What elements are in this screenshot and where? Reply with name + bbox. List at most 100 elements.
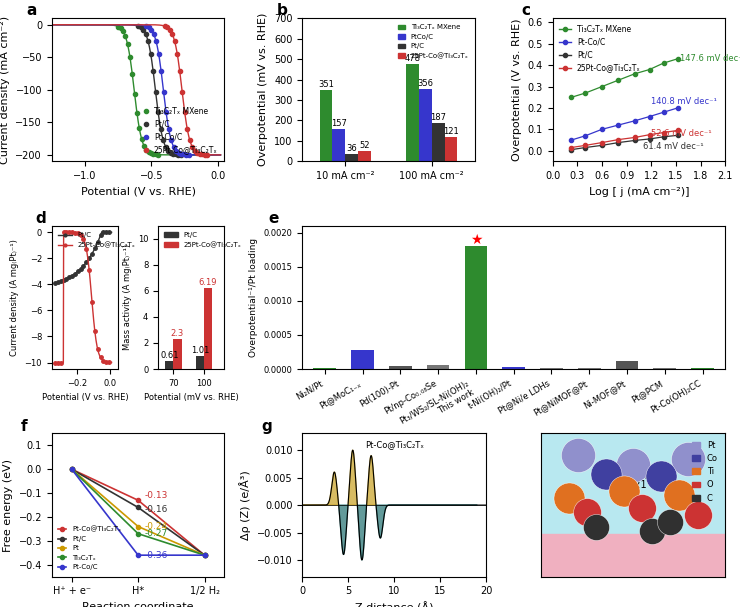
- Pt-Co/C: [157, 67, 166, 75]
- Ti₃C₂Tₓ MXene: [151, 151, 160, 158]
- Ti₃C₂Tₓ MXene: [116, 25, 125, 32]
- 25Pt-Co@Ti₃C₂Tₓ: [170, 38, 179, 45]
- Line: Ti₃C₂Tₓ MXene: Ti₃C₂Tₓ MXene: [116, 24, 160, 157]
- Pt-Co/C: [177, 150, 186, 157]
- Pt/C: [134, 22, 143, 30]
- Pt-Co/C: [181, 151, 190, 158]
- Point: [692, 510, 704, 520]
- 25Pt-Co@Ti₃C₂Tₓ: [203, 151, 212, 158]
- Legend: Pt, Co, Ti, O, C: Pt, Co, Ti, O, C: [688, 438, 721, 506]
- Point: [582, 507, 593, 517]
- Pt-Co/C: [184, 151, 193, 158]
- Pt-Co/C: [166, 136, 175, 143]
- Ti₃C₂Tₓ MXene: [130, 90, 139, 98]
- Bar: [406, 64, 419, 161]
- Line: Pt: Pt: [70, 467, 206, 557]
- Ti₃C₂Tₓ MXene: [118, 27, 127, 35]
- Text: 6.19: 6.19: [199, 278, 218, 287]
- Pt/C: [158, 136, 167, 143]
- 25Pt-Co@Ti₃C₂Tₓ: [192, 149, 201, 156]
- Bar: [427, 365, 449, 369]
- Bar: [346, 154, 358, 161]
- Bar: [389, 366, 411, 369]
- X-axis label: Potential (V vs. RHE): Potential (V vs. RHE): [41, 393, 128, 402]
- Pt-Co/C: [141, 22, 150, 30]
- Text: 147.6 mV dec⁻¹: 147.6 mV dec⁻¹: [680, 54, 740, 63]
- 25Pt-Co@Ti₃C₂Tₓ: [178, 88, 186, 95]
- Bar: [541, 534, 725, 577]
- Text: e: e: [269, 211, 279, 226]
- Pt-Co/C: [164, 125, 173, 132]
- Pt/C: [176, 151, 185, 158]
- Text: ★: ★: [470, 232, 482, 246]
- Point: [628, 460, 639, 470]
- Bar: [540, 368, 563, 369]
- Ti₃C₂Tₓ MXene: [140, 142, 149, 149]
- Y-axis label: Free energy (eV): Free energy (eV): [3, 458, 13, 552]
- Point: [618, 486, 630, 495]
- Legend: Pt/C, 25Pt-Co@Ti₃C₂Tₓ: Pt/C, 25Pt-Co@Ti₃C₂Tₓ: [56, 229, 138, 251]
- Y-axis label: Current density (mA cm⁻²): Current density (mA cm⁻²): [0, 16, 10, 164]
- X-axis label: Reaction coordinate: Reaction coordinate: [82, 602, 194, 607]
- Pt-Co/C: [134, 552, 143, 559]
- Bar: [332, 129, 346, 161]
- Pt/C: [144, 38, 152, 45]
- Point: [572, 450, 584, 459]
- Ti₃C₂Tₓ MXene: [147, 150, 155, 157]
- Pt-Co/C: [200, 552, 209, 559]
- Text: 187: 187: [430, 113, 446, 122]
- Point: [646, 526, 658, 536]
- Text: b: b: [276, 4, 287, 18]
- Ti₃C₂Tₓ: [134, 530, 143, 537]
- X-axis label: Potential (V vs. RHE): Potential (V vs. RHE): [81, 187, 195, 197]
- Pt-Co/C: [67, 466, 76, 473]
- Line: 25Pt-Co@Ti₃C₂Tₓ: 25Pt-Co@Ti₃C₂Tₓ: [163, 24, 209, 157]
- Y-axis label: Overpotential (V vs. RHE): Overpotential (V vs. RHE): [512, 19, 522, 161]
- Pt/C: [138, 26, 147, 33]
- Bar: [431, 123, 445, 161]
- Bar: [419, 89, 431, 161]
- Ti₃C₂Tₓ MXene: [142, 146, 151, 154]
- Pt/C: [67, 466, 76, 473]
- Text: -0.16: -0.16: [145, 505, 168, 514]
- Point: [599, 469, 611, 478]
- Point: [655, 472, 667, 481]
- Bar: [196, 356, 204, 369]
- Pt-Co@Ti₃C₂Tₓ: [134, 497, 143, 504]
- 25Pt-Co@Ti₃C₂Tₓ: [168, 30, 177, 38]
- 25Pt-Co@Ti₃C₂Tₓ: [188, 143, 197, 151]
- Y-axis label: Mass activity (A mg₍Pt₎⁻¹): Mass activity (A mg₍Pt₎⁻¹): [124, 245, 132, 350]
- Point: [664, 517, 676, 527]
- Bar: [445, 137, 457, 161]
- Bar: [653, 368, 676, 369]
- Text: -0.24: -0.24: [145, 522, 168, 531]
- Line: Pt-Co/C: Pt-Co/C: [144, 24, 191, 157]
- Bar: [314, 368, 336, 369]
- Pt/C: [171, 151, 180, 158]
- X-axis label: Z distance (Å): Z distance (Å): [355, 602, 434, 607]
- Line: Pt-Co@Ti₃C₂Tₓ: Pt-Co@Ti₃C₂Tₓ: [70, 467, 206, 557]
- Pt-Co/C: [144, 24, 153, 31]
- Text: -0.36: -0.36: [145, 551, 168, 560]
- Ti₃C₂Tₓ MXene: [135, 124, 144, 132]
- 25Pt-Co@Ti₃C₂Tₓ: [195, 150, 204, 157]
- Pt-Co/C: [159, 88, 168, 95]
- Point: [682, 455, 694, 464]
- 25Pt-Co@Ti₃C₂Tₓ: [198, 151, 206, 158]
- Line: Pt-Co/C: Pt-Co/C: [70, 467, 206, 557]
- Pt/C: [141, 30, 150, 38]
- Bar: [320, 90, 332, 161]
- Ti₃C₂Tₓ MXene: [126, 53, 135, 61]
- Text: 1.01: 1.01: [191, 345, 209, 354]
- Ti₃C₂Tₓ MXene: [132, 109, 141, 117]
- Text: 0.61: 0.61: [160, 351, 178, 360]
- Bar: [173, 339, 181, 369]
- Text: 121: 121: [443, 127, 459, 135]
- Pt-Co/C: [169, 143, 178, 151]
- Pt-Co/C: [149, 30, 158, 38]
- Line: Pt/C: Pt/C: [136, 24, 183, 157]
- 25Pt-Co@Ti₃C₂Tₓ: [165, 26, 174, 33]
- Ti₃C₂Tₓ MXene: [114, 23, 123, 30]
- Text: 52: 52: [360, 141, 370, 150]
- Ti₃C₂Tₓ: [200, 552, 209, 559]
